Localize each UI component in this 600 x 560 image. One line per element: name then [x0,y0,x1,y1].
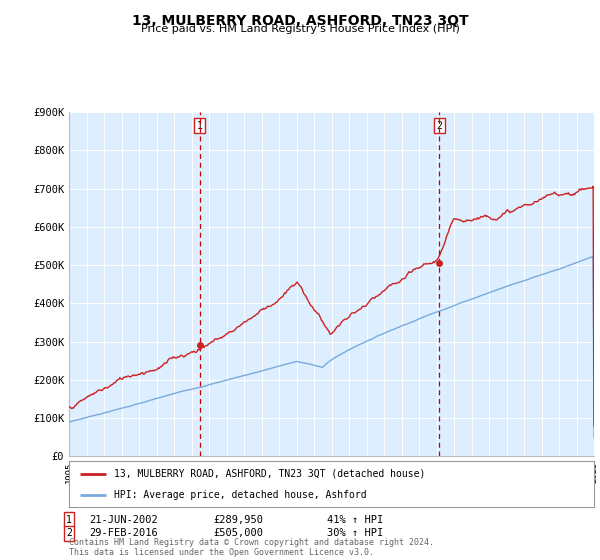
Text: Price paid vs. HM Land Registry's House Price Index (HPI): Price paid vs. HM Land Registry's House … [140,24,460,34]
Text: HPI: Average price, detached house, Ashford: HPI: Average price, detached house, Ashf… [113,491,366,500]
Text: £505,000: £505,000 [213,528,263,538]
Text: 13, MULBERRY ROAD, ASHFORD, TN23 3QT (detached house): 13, MULBERRY ROAD, ASHFORD, TN23 3QT (de… [113,469,425,479]
Text: £289,950: £289,950 [213,515,263,525]
Text: 2: 2 [66,528,72,538]
Text: 13, MULBERRY ROAD, ASHFORD, TN23 3QT: 13, MULBERRY ROAD, ASHFORD, TN23 3QT [131,14,469,28]
Text: 2: 2 [436,121,442,131]
Text: 21-JUN-2002: 21-JUN-2002 [89,515,158,525]
Text: Contains HM Land Registry data © Crown copyright and database right 2024.
This d: Contains HM Land Registry data © Crown c… [69,538,434,557]
Text: 29-FEB-2016: 29-FEB-2016 [89,528,158,538]
Text: 41% ↑ HPI: 41% ↑ HPI [327,515,383,525]
Text: 30% ↑ HPI: 30% ↑ HPI [327,528,383,538]
Text: 1: 1 [66,515,72,525]
Text: 1: 1 [197,121,203,131]
